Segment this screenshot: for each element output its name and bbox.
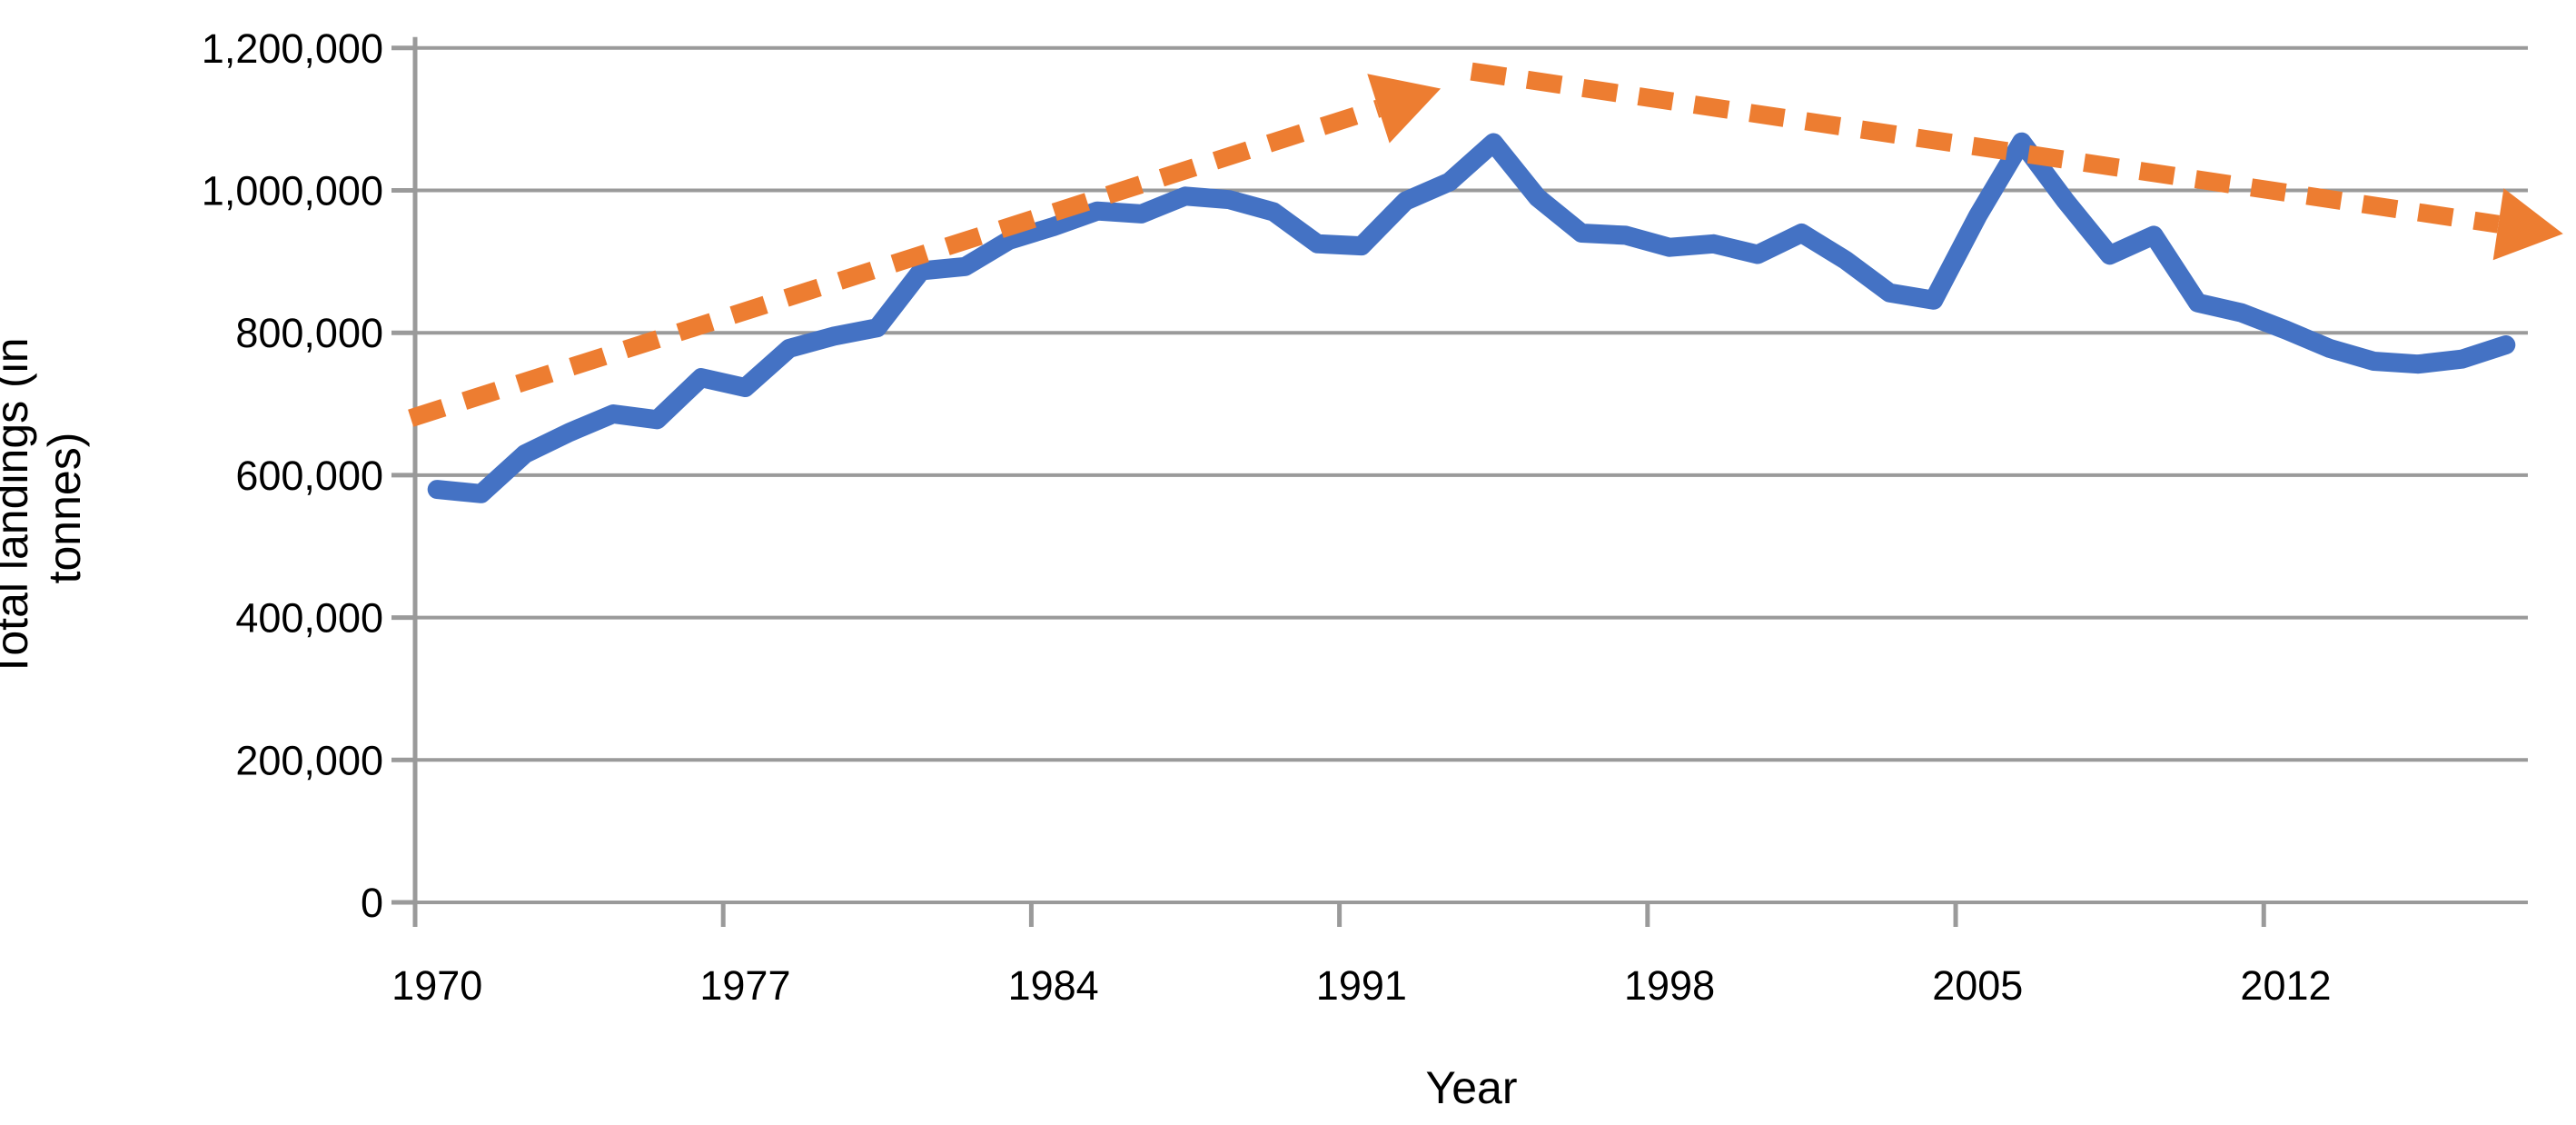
total-landings-series-line: [427, 132, 2516, 503]
increasing-trend-arrowhead-icon: [1367, 74, 1442, 144]
decreasing-trend-dashed-line: [1470, 62, 2501, 234]
x-axis-tick-label: 2012: [2240, 962, 2331, 1009]
x-axis-tick-label: 1991: [1316, 962, 1407, 1009]
y-axis-tick-label: 0: [361, 880, 383, 926]
y-axis-tick-label: 200,000: [235, 737, 383, 783]
x-axis-tick-label: 1977: [699, 962, 790, 1009]
x-axis-tick-label: 1998: [1624, 962, 1715, 1009]
y-axis-tick-label: 1,200,000: [202, 25, 383, 72]
y-axis-title: Total landings (in tonnes): [0, 337, 90, 679]
decreasing-trend-arrowhead-icon: [2492, 188, 2563, 261]
x-axis-tick-label: 1984: [1008, 962, 1099, 1009]
y-axis-tick-label: 800,000: [235, 310, 383, 356]
y-axis-tick-label: 1,000,000: [202, 168, 383, 214]
y-axis-tick-label: 600,000: [235, 453, 383, 499]
increasing-trend-dashed-line: [408, 99, 1382, 427]
x-axis-title: Year: [1425, 1062, 1518, 1113]
y-axis-tick-label: 400,000: [235, 595, 383, 642]
x-axis-tick-label: 2005: [1932, 962, 2023, 1009]
x-axis-tick-label: 1970: [391, 962, 482, 1009]
